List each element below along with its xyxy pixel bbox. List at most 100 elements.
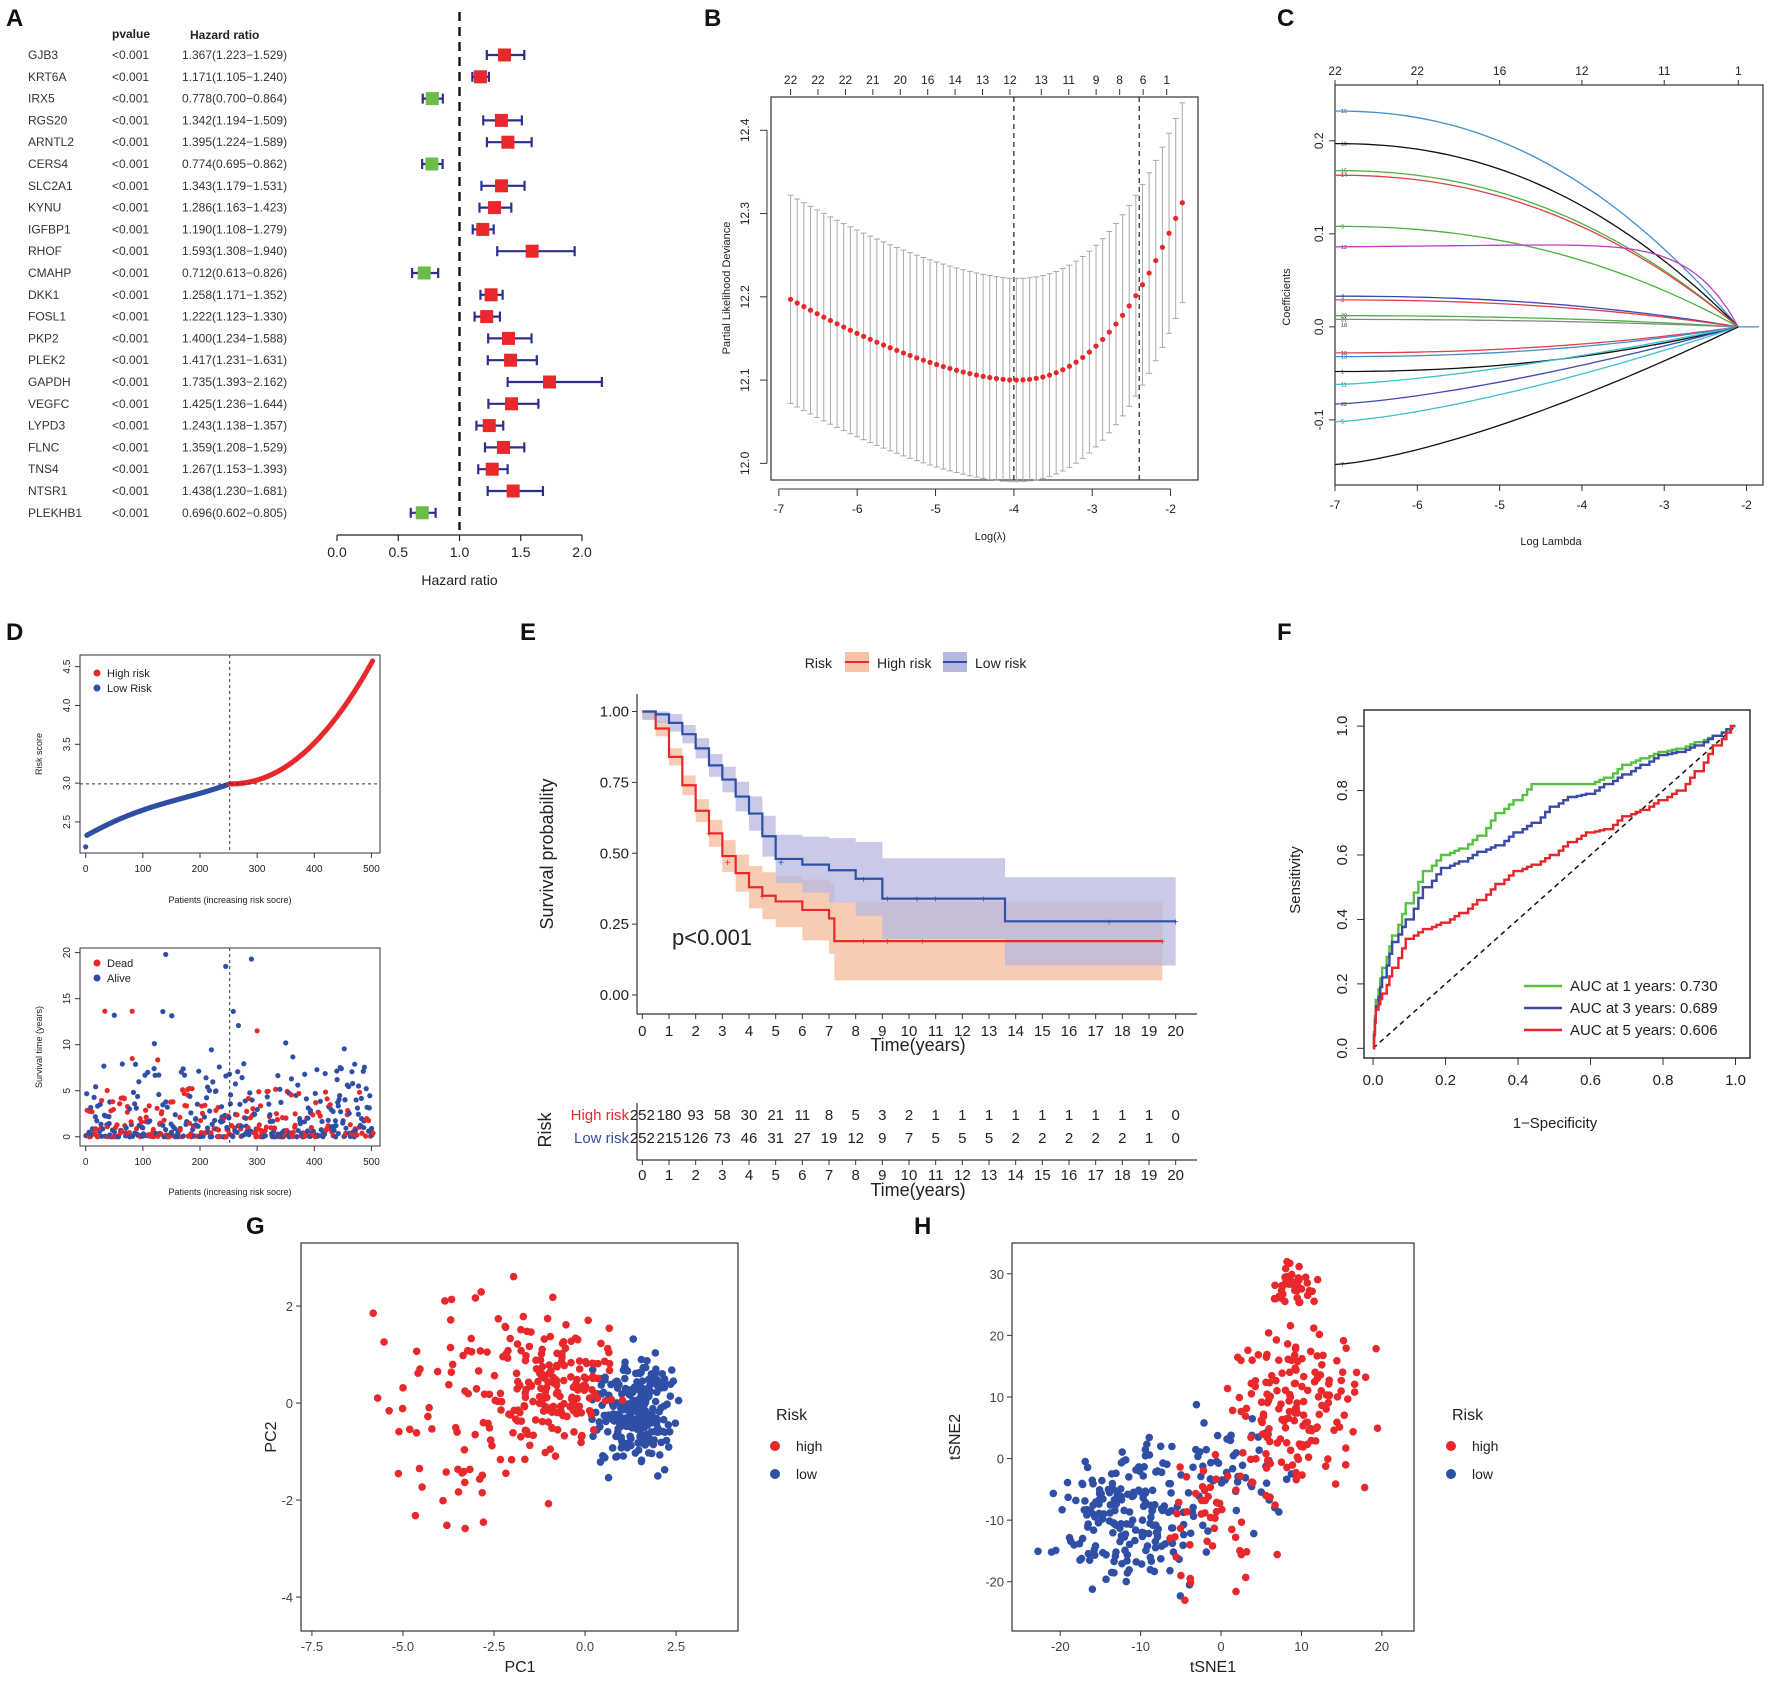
survival-status-point bbox=[146, 1103, 152, 1109]
survival-status-point bbox=[302, 1071, 308, 1077]
tsne-point-high bbox=[1275, 1292, 1283, 1301]
status-x-tick-label: 500 bbox=[363, 1157, 380, 1168]
tsne-point-low bbox=[1104, 1485, 1113, 1494]
risk-table-cell: 5 bbox=[958, 1130, 966, 1147]
pca-point-low bbox=[621, 1374, 629, 1383]
tsne-point-low bbox=[1168, 1442, 1176, 1451]
pca-point-high bbox=[441, 1297, 449, 1305]
pca-point-low bbox=[674, 1396, 683, 1405]
forest-hr-text: 1.395(1.224−1.589) bbox=[182, 135, 287, 149]
risk-table-x-tick-label: 3 bbox=[718, 1167, 726, 1184]
tsne-point-low bbox=[1063, 1478, 1072, 1487]
tsne-point-high bbox=[1324, 1455, 1332, 1463]
survival-status-point bbox=[180, 1133, 186, 1139]
tsne-point-low bbox=[1075, 1539, 1084, 1548]
survival-status-point bbox=[247, 1090, 253, 1096]
tsne-point-low bbox=[1125, 1473, 1133, 1481]
coef-path-label: 11 bbox=[1341, 383, 1347, 389]
pca-point-low bbox=[637, 1456, 646, 1464]
pca-point-high bbox=[541, 1402, 550, 1411]
pca-point-high bbox=[399, 1384, 407, 1392]
tsne-point-high bbox=[1340, 1411, 1349, 1419]
pca-point-high bbox=[538, 1345, 547, 1354]
forest-pvalue: <0.001 bbox=[112, 157, 149, 171]
survival-status-point bbox=[319, 1118, 325, 1125]
survival-status-point bbox=[110, 1099, 116, 1105]
pca-point-high bbox=[569, 1406, 578, 1415]
tsne-point-high bbox=[1290, 1351, 1299, 1360]
tsne-point-low bbox=[1131, 1536, 1139, 1545]
forest-hr-marker bbox=[417, 266, 431, 280]
risk-table-cell: 1 bbox=[1145, 1107, 1153, 1124]
cv-point bbox=[1146, 270, 1152, 276]
pca-point-high bbox=[442, 1468, 451, 1476]
panel-label-d: D bbox=[6, 619, 23, 646]
survival-status-point bbox=[93, 1084, 99, 1090]
pca-point-high bbox=[451, 1423, 460, 1432]
pca-point-low bbox=[660, 1402, 668, 1410]
tsne-point-high bbox=[1182, 1472, 1191, 1481]
risk-table-x-tick-label: 13 bbox=[981, 1167, 998, 1184]
tsne-point-high bbox=[1254, 1351, 1263, 1359]
cv-y-label: Partial Likelihood Deviance bbox=[721, 222, 733, 355]
cv-point bbox=[973, 372, 980, 378]
pca-point-low bbox=[608, 1444, 617, 1452]
tsne-point-low bbox=[1121, 1530, 1130, 1538]
cv-point bbox=[960, 369, 966, 375]
survival-status-point bbox=[288, 1092, 294, 1098]
cv-top-tick-label: 8 bbox=[1116, 73, 1123, 87]
pca-point-low bbox=[626, 1418, 634, 1427]
pca-point-low bbox=[627, 1386, 636, 1394]
pca-point-high bbox=[466, 1465, 474, 1474]
tsne-point-low bbox=[1091, 1542, 1100, 1550]
cv-point bbox=[1027, 376, 1033, 382]
pca-point-high bbox=[561, 1344, 570, 1353]
km-censor-low: + bbox=[933, 895, 939, 906]
forest-hr-marker bbox=[543, 375, 557, 389]
panel-label-e: E bbox=[520, 619, 536, 646]
pca-point-high bbox=[524, 1378, 533, 1387]
cv-point bbox=[1046, 372, 1053, 378]
survival-status-point bbox=[254, 1106, 260, 1113]
pca-point-high bbox=[478, 1488, 487, 1497]
tsne-point-high bbox=[1309, 1324, 1318, 1332]
survival-status-point bbox=[256, 1122, 262, 1128]
pca-point-high bbox=[447, 1295, 456, 1304]
cv-point bbox=[1173, 215, 1179, 222]
km-x-tick-label: 11 bbox=[928, 1023, 944, 1040]
coef-path-line bbox=[1334, 244, 1739, 328]
tsne-point-low bbox=[1163, 1460, 1171, 1469]
survival-status-point bbox=[366, 1105, 372, 1111]
risk-table-x-tick-label: 16 bbox=[1061, 1167, 1078, 1184]
pca-point-low bbox=[612, 1453, 620, 1461]
cv-point bbox=[874, 339, 880, 345]
risk-table-cell: 5 bbox=[851, 1107, 859, 1124]
risk-table-cell: 2 bbox=[1011, 1130, 1019, 1147]
forest-hr-marker bbox=[525, 244, 539, 258]
roc-y-tick-label: 1.0 bbox=[1334, 716, 1351, 737]
pca-point-low bbox=[643, 1356, 651, 1365]
risk-table-x-tick-label: 14 bbox=[1007, 1167, 1024, 1184]
pca-point-high bbox=[607, 1395, 616, 1404]
pca-point-low bbox=[659, 1415, 668, 1424]
pca-point-low bbox=[647, 1428, 656, 1436]
pca-point-high bbox=[589, 1426, 598, 1434]
cv-point bbox=[980, 373, 986, 379]
pca-point-high bbox=[446, 1343, 455, 1352]
survival-status-point bbox=[160, 1122, 166, 1128]
tsne-point-low bbox=[1249, 1529, 1258, 1538]
pca-point-high bbox=[412, 1428, 421, 1437]
tsne-point-low bbox=[1081, 1497, 1089, 1505]
km-censor-high: + bbox=[725, 858, 731, 869]
roc-x-tick-label: 0.4 bbox=[1508, 1072, 1529, 1089]
pca-point-low bbox=[666, 1392, 675, 1401]
coef-path-label: 18 bbox=[1341, 323, 1347, 329]
pca-point-high bbox=[560, 1399, 568, 1408]
cv-point bbox=[894, 347, 900, 354]
tsne-point-low bbox=[1088, 1476, 1097, 1485]
survival-status-point bbox=[189, 1086, 195, 1092]
tsne-point-low bbox=[1138, 1516, 1147, 1524]
survival-status-point bbox=[273, 1086, 279, 1092]
tsne-point-high bbox=[1271, 1501, 1279, 1509]
forest-hr-text: 1.343(1.179−1.531) bbox=[182, 179, 287, 193]
